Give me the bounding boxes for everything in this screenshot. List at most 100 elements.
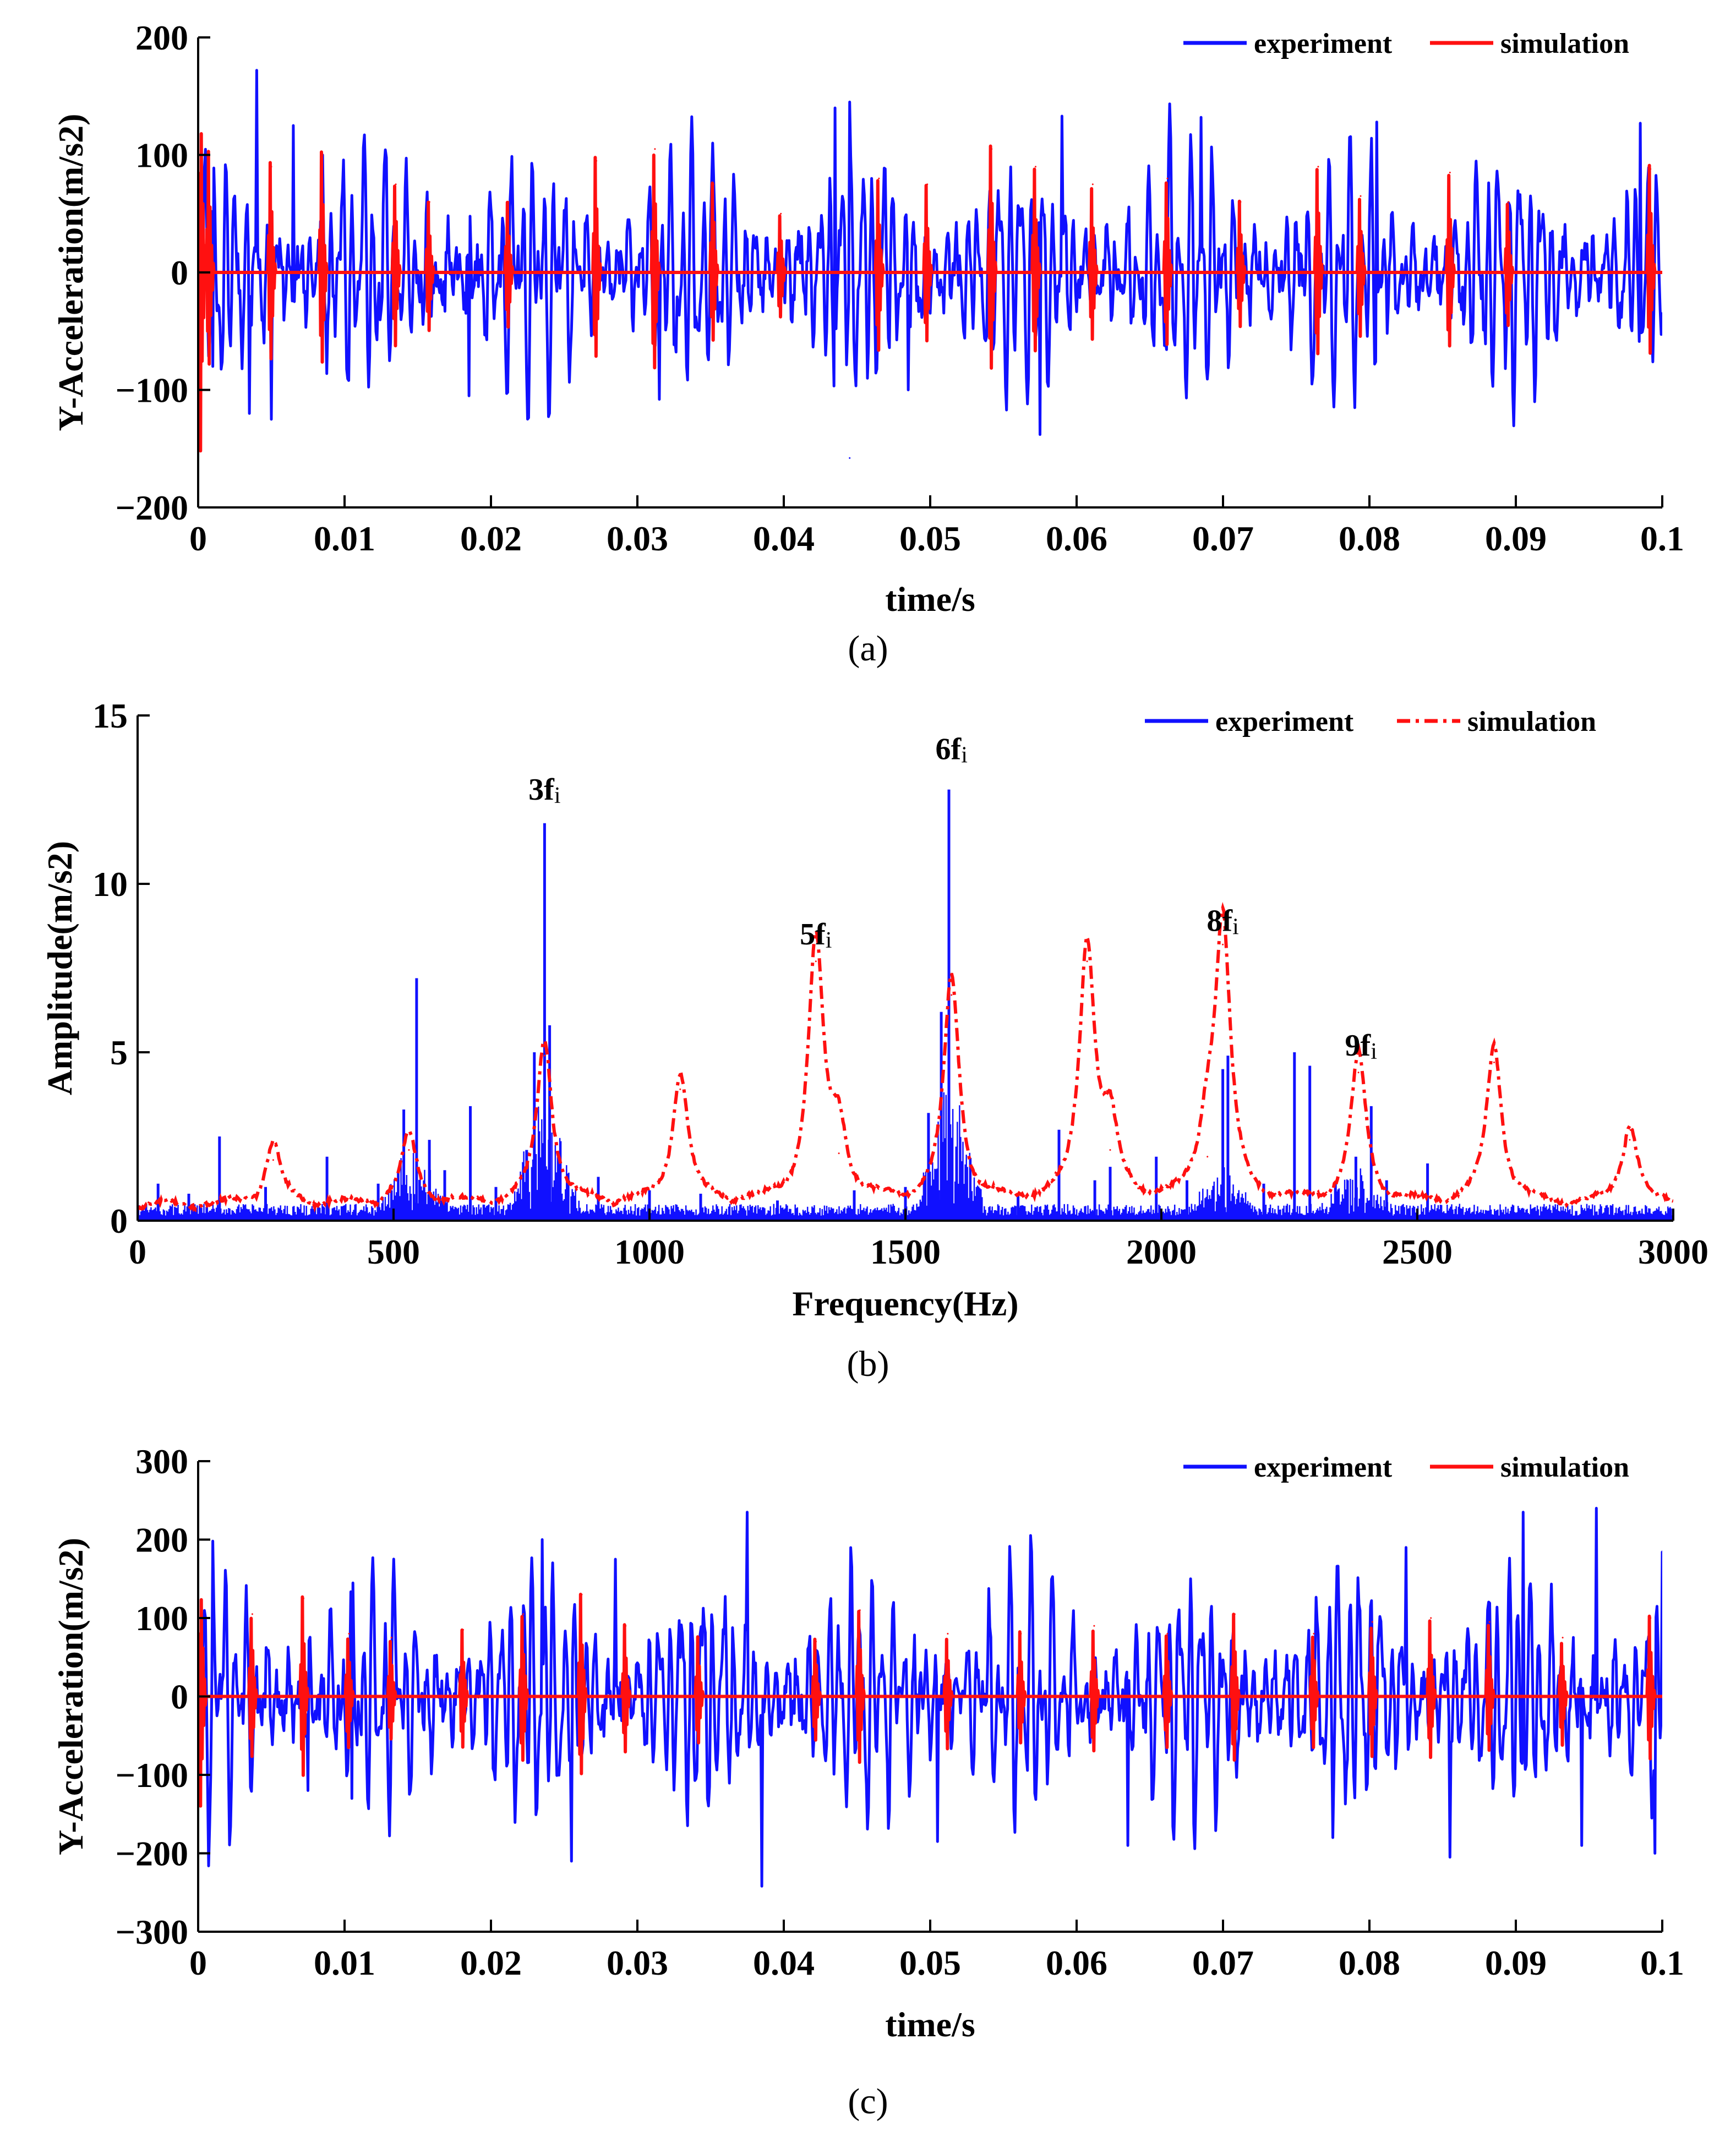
x-axis-label: time/s (885, 580, 975, 619)
y-tick-label: 0 (171, 253, 188, 292)
experiment-peak-point (658, 398, 660, 401)
x-tick-label: 0.03 (607, 519, 668, 558)
legend-label-experiment: experiment (1254, 28, 1393, 59)
experiment-peak-point (1654, 1852, 1656, 1854)
simulation-impulse-point (581, 1593, 583, 1595)
simulation-impulse-point (522, 1613, 524, 1615)
y-axis-label: Y-Acceleration(m/s2) (51, 1538, 90, 1855)
simulation-impulse-point (1313, 1633, 1315, 1635)
experiment-peak-point (1332, 1837, 1334, 1839)
experiment-peak-point (212, 365, 214, 368)
x-tick-label: 1000 (614, 1232, 685, 1271)
harmonic-annotation: 6fi (936, 733, 968, 768)
panel-a: 0 0.01 0.02 0.03 0.04 0.05 0.06 0.07 0.08 0.09 0.1… (51, 18, 1684, 669)
x-tick-label: 0.02 (460, 1943, 522, 1982)
simulation-impulse-point (1091, 183, 1094, 185)
y-tick-label: −200 (116, 1834, 188, 1873)
simulation-impulse-point (1371, 1621, 1373, 1623)
simulation-impulse-point (1166, 1633, 1169, 1635)
x-axis-label: Frequency(Hz) (792, 1284, 1018, 1323)
x-tick-label: 0.09 (1485, 519, 1547, 558)
simulation-impulse-point (1020, 1633, 1022, 1635)
experiment-peak-point (1595, 1507, 1597, 1509)
simulation-impulse-point (1360, 195, 1362, 197)
simulation-impulse-point (1093, 1625, 1095, 1627)
simulation-impulse-point (1488, 1621, 1491, 1623)
x-tick-label: 0.05 (899, 1943, 961, 1982)
experiment-series (198, 69, 1662, 436)
experiment-series (138, 789, 1673, 1221)
simulation-peak-point (838, 1152, 840, 1155)
x-tick-label: 0 (189, 519, 207, 558)
y-tick-label: 0 (110, 1201, 128, 1240)
x-tick-label: 0 (189, 1943, 207, 1982)
simulation-impulse-point (303, 1597, 304, 1599)
experiment-peak-point (351, 1797, 353, 1800)
y-tick-label: 5 (110, 1033, 128, 1072)
x-tick-label: 0.06 (1046, 519, 1107, 558)
simulation-peak-point (408, 1149, 410, 1151)
simulation-peak-point (1086, 960, 1088, 963)
panel-caption: (b) (847, 1344, 889, 1384)
y-tick-label: 200 (135, 18, 188, 57)
y-tick-label: −100 (116, 371, 188, 410)
simulation-impulse-point (270, 166, 272, 168)
experiment-peak-point (1039, 434, 1041, 436)
experiment-peak-point (570, 1860, 572, 1862)
harmonic-annotation: 3fi (528, 773, 560, 808)
simulation-impulse-point (878, 177, 880, 179)
x-tick-label: 0.09 (1485, 1943, 1547, 1982)
experiment-peak-point (1661, 1550, 1662, 1553)
plot-area (198, 69, 1662, 459)
simulation-series (198, 1593, 1662, 1808)
simulation-peak-point (1629, 1139, 1631, 1141)
simulation-impulse-point (926, 183, 929, 185)
harmonic-annotation: 8fi (1207, 904, 1238, 940)
simulation-impulse-point (625, 1625, 627, 1627)
simulation-impulse-point (1233, 1613, 1236, 1615)
x-tick-label: 0.1 (1640, 519, 1684, 558)
experiment-peak-point (541, 1539, 543, 1540)
legend: experiment simulation (1145, 706, 1596, 737)
plot-area (138, 789, 1673, 1221)
simulation-impulse-point (991, 148, 993, 150)
simulation-impulse-point (698, 1637, 700, 1639)
x-axis-label: time/s (885, 2005, 975, 2044)
simulation-impulse-point (1562, 1637, 1564, 1639)
experiment-peak-point (248, 412, 250, 414)
simulation-impulse-point (321, 154, 324, 156)
simulation-impulse-point (251, 1613, 253, 1615)
x-tick-label: 1500 (870, 1232, 941, 1271)
simulation-impulse-point (1650, 168, 1652, 170)
experiment-peak-point (1449, 1856, 1451, 1859)
harmonic-annotation: 5fi (800, 917, 832, 953)
simulation-peak-point (1109, 1149, 1111, 1151)
simulation-series (198, 132, 1662, 453)
simulation-impulse-point (596, 160, 597, 162)
legend-label-simulation: simulation (1500, 28, 1629, 59)
x-tick-label: 0.02 (460, 519, 522, 558)
x-tick-label: 0.04 (753, 1943, 815, 1982)
experiment-peak-point (292, 124, 294, 127)
experiment-peak-point (212, 1540, 214, 1542)
experiment-peak-point (1200, 116, 1202, 118)
experiment-peak-point (849, 457, 851, 459)
simulation-impulse-point (428, 201, 430, 203)
y-tick-label: 100 (135, 136, 188, 175)
x-tick-label: 0.07 (1192, 519, 1254, 558)
y-tick-label: −200 (116, 488, 188, 527)
simulation-impulse-point (1449, 172, 1451, 173)
simulation-impulse-point (1166, 177, 1169, 179)
simulation-impulse-point (390, 1637, 392, 1639)
simulation-impulse-point (1430, 1617, 1432, 1619)
x-tick-label: 500 (367, 1232, 420, 1271)
experiment-peak-point (468, 395, 470, 397)
experiment-peak-point (849, 101, 851, 103)
simulation-impulse-point (1035, 166, 1036, 168)
y-tick-label: 15 (92, 696, 128, 735)
legend: experiment simulation (1183, 1452, 1629, 1483)
simulation-peak-point (679, 1088, 681, 1090)
x-tick-label: 0.03 (607, 1943, 668, 1982)
x-tick-label: 0.06 (1046, 1943, 1107, 1982)
